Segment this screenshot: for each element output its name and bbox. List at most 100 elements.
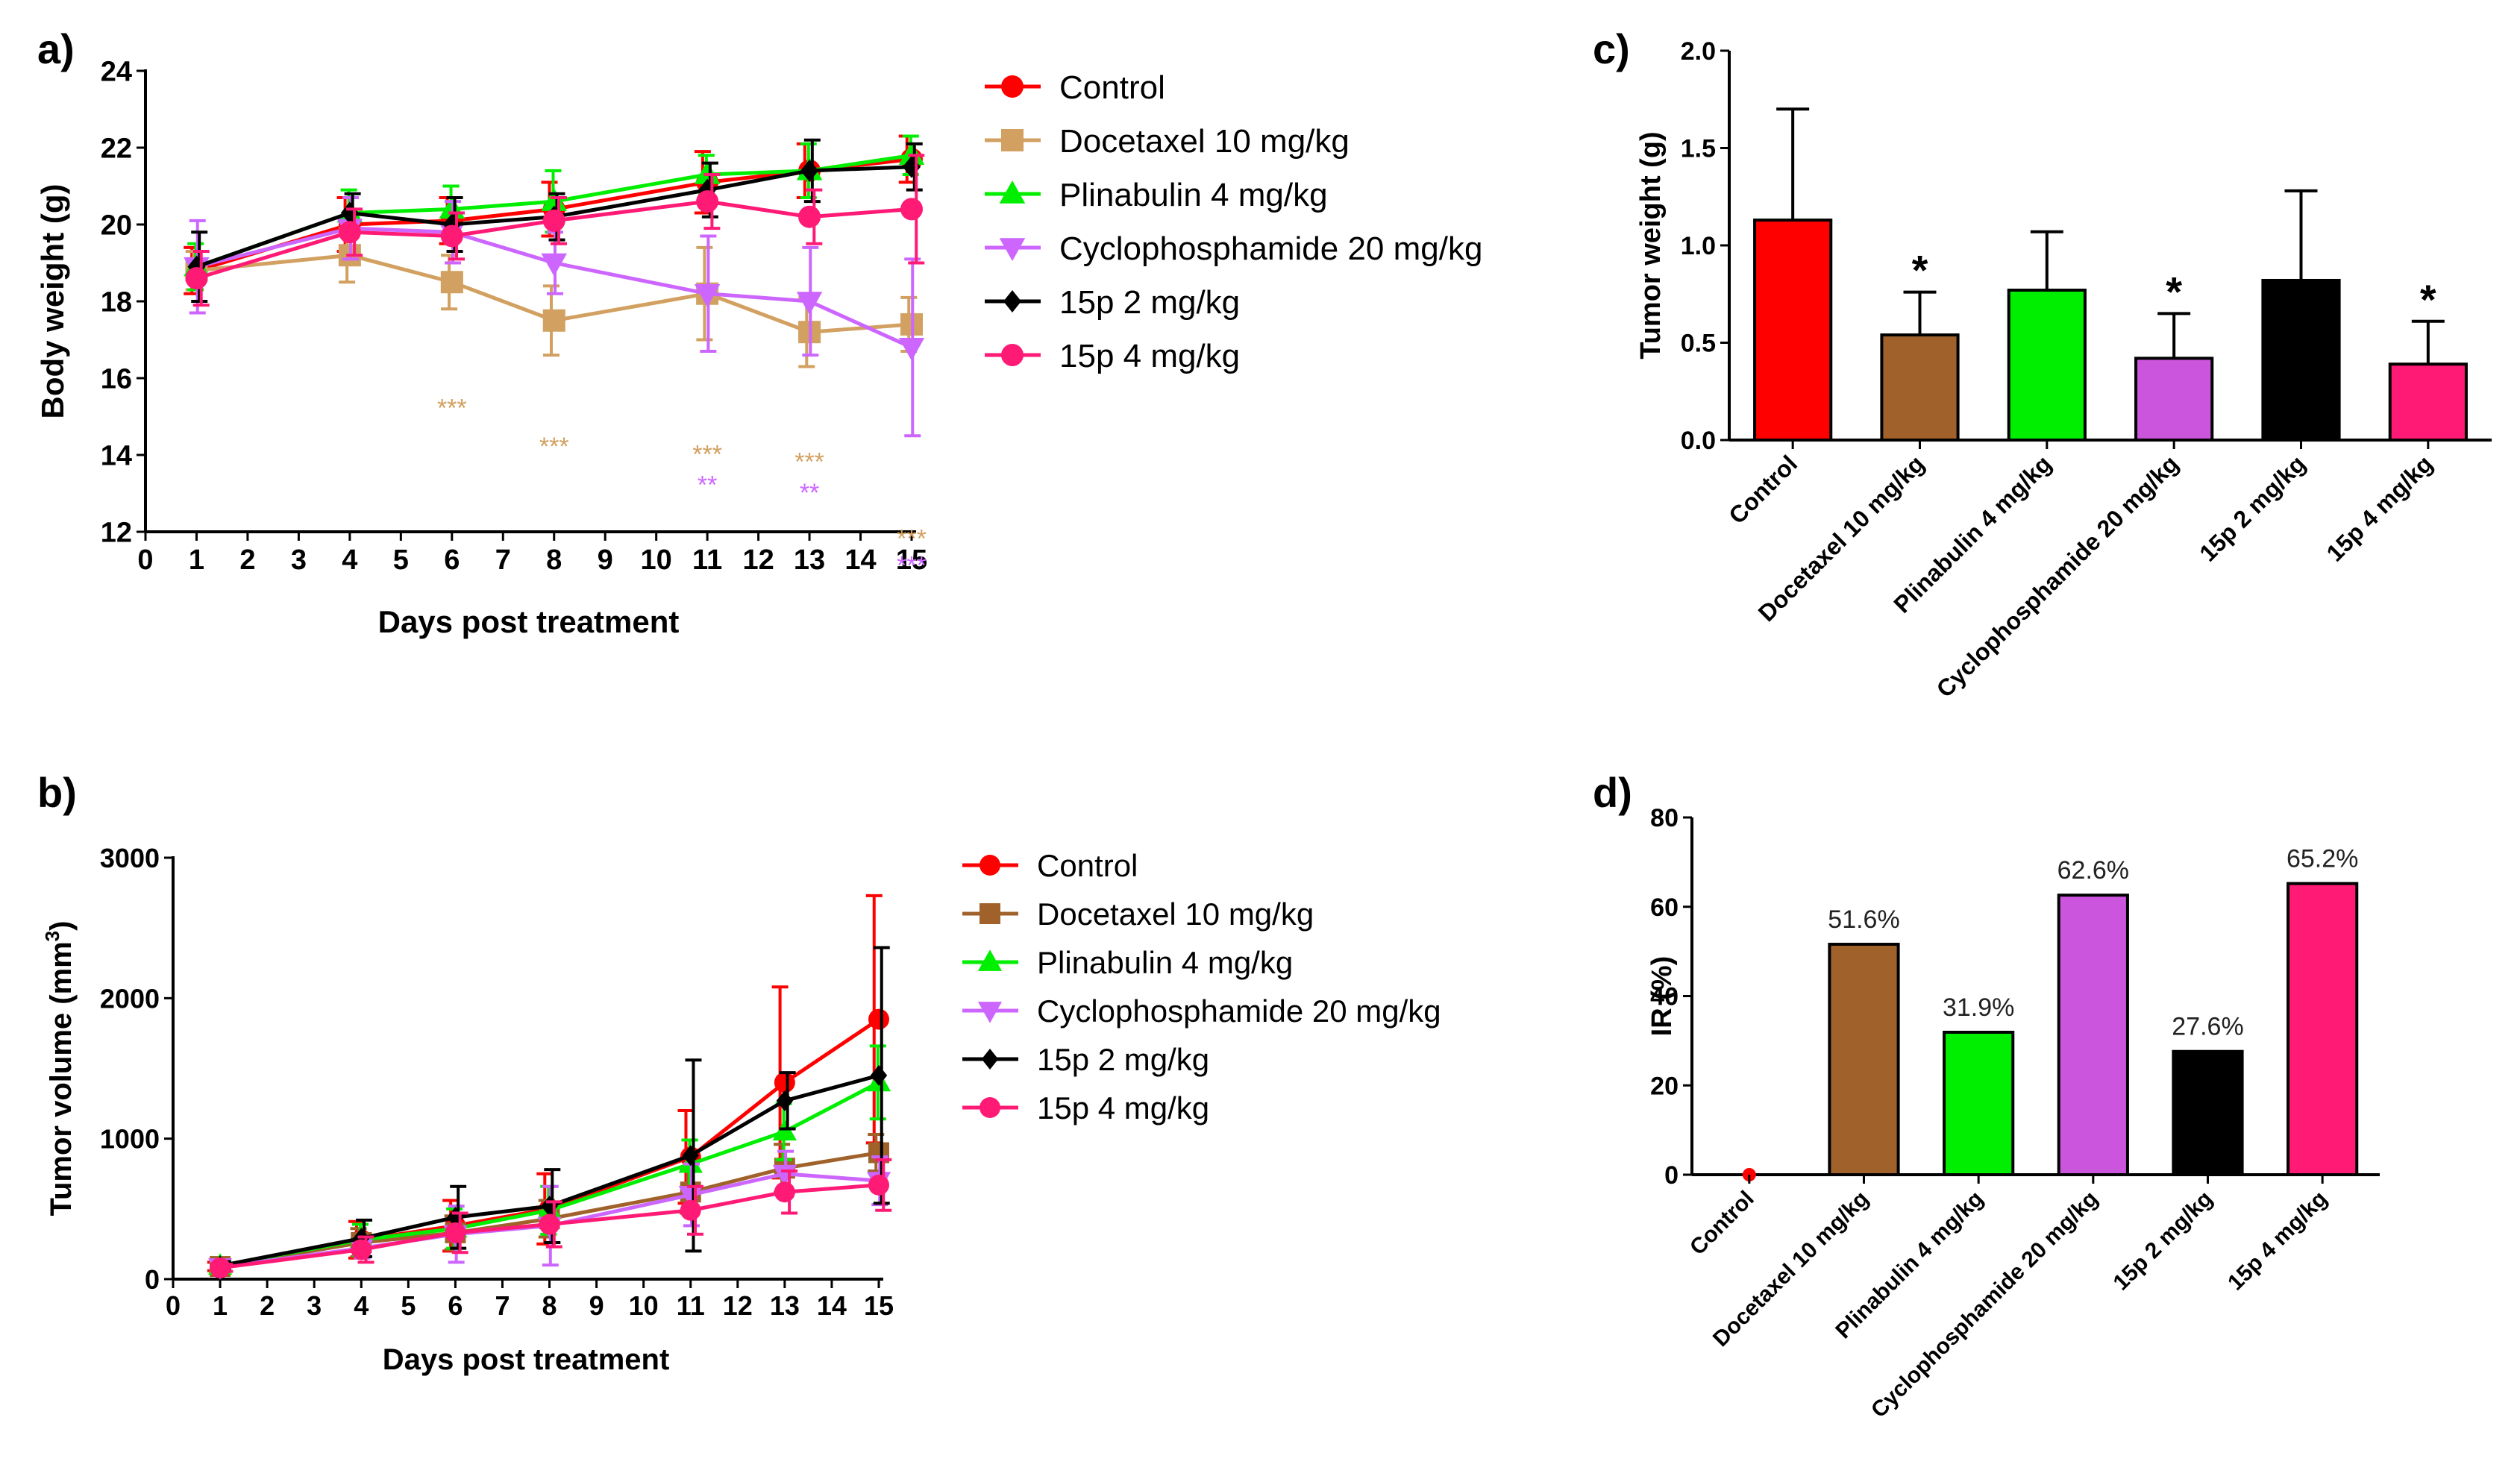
data-point: [798, 206, 821, 228]
y-tick-label: 1.5: [1681, 135, 1716, 163]
x-tick-label: 11: [677, 1290, 705, 1321]
x-tick-label: 9: [589, 1290, 604, 1321]
data-point: [441, 271, 463, 293]
data-point: [185, 267, 207, 289]
legend-item-label: 15p 4 mg/kg: [1037, 1090, 1209, 1125]
data-point: [543, 210, 565, 232]
x-tick-label: 7: [495, 1290, 510, 1321]
panel-b-tumor-volume-chart: b)0 1 2 3 4 5 6 7 8 9 10 11 12 13 14 150100020003000Day…: [37, 769, 1441, 1376]
legend-item-label: Control: [1037, 848, 1138, 883]
x-tick-label: 12: [723, 1290, 753, 1321]
legend-swatch-marker: [1000, 180, 1026, 204]
x-tick-label: 8: [546, 544, 562, 576]
data-point: [339, 221, 361, 243]
legend-item-label: Cyclophosphamide 20 mg/kg: [1059, 230, 1482, 267]
x-tick-label: 4: [342, 544, 357, 576]
significance-marker: ***: [539, 433, 569, 461]
bar: [2173, 1052, 2242, 1175]
data-point: [210, 1257, 231, 1278]
legend-item-label: Plinabulin 4 mg/kg: [1037, 945, 1293, 980]
y-tick-label: 22: [101, 134, 132, 165]
legend-item-label: Cyclophosphamide 20 mg/kg: [1037, 993, 1441, 1029]
legend-item-label: Control: [1059, 69, 1165, 106]
data-point: [797, 292, 823, 315]
y-tick-label: 24: [101, 57, 132, 88]
legend: Control Docetaxel 10 mg/kg Plinabulin 4 mg…: [962, 848, 1441, 1125]
legend-swatch-marker: [1001, 129, 1024, 151]
y-axis-title-suffix: ): [45, 921, 78, 931]
y-axis-title: Tumor volume (mm3): [41, 921, 78, 1216]
y-tick-label: 0: [1664, 1161, 1679, 1190]
legend: Control Docetaxel 10 mg/kg Plinabulin 4 mg…: [985, 69, 1482, 374]
y-tick-label: 0: [145, 1264, 160, 1295]
bar: [1755, 220, 1831, 440]
legend-item-label: 15p 2 mg/kg: [1059, 284, 1240, 321]
x-tick-label: 3: [307, 1290, 322, 1321]
y-tick-label: 14: [101, 441, 132, 472]
y-axis-title-text: Body weight (g): [35, 184, 70, 419]
bar-value-label: 65.2%: [2287, 845, 2358, 873]
category-label: 15p 4 mg/kg: [2322, 450, 2438, 566]
legend-item-label: 15p 4 mg/kg: [1059, 338, 1240, 374]
x-tick-label: 2: [260, 1290, 275, 1321]
bar: [2390, 364, 2466, 440]
panel-label: b): [37, 769, 77, 816]
y-tick-label: 1.0: [1681, 232, 1716, 260]
y-tick-label: 1000: [100, 1124, 160, 1155]
y-tick-label: 0.0: [1681, 427, 1716, 455]
legend-swatch-marker: [1003, 290, 1021, 313]
data-point: [868, 1175, 889, 1196]
y-tick-label: 2.0: [1681, 37, 1716, 66]
y-tick-label: 60: [1650, 894, 1679, 922]
panel-label: a): [37, 25, 75, 72]
data-point: [899, 338, 925, 361]
data-point: [351, 1239, 372, 1260]
legend-swatch-marker: [980, 903, 1000, 924]
category-label: 15p 4 mg/kg: [2223, 1187, 2332, 1296]
bar: [2288, 884, 2357, 1175]
data-point: [868, 1009, 889, 1030]
x-tick-label: 0: [137, 544, 153, 576]
legend-swatch-marker: [1000, 238, 1026, 261]
significance-marker: **: [698, 471, 717, 500]
y-axis-title-superscript: 3: [41, 931, 63, 941]
significance-marker: ***: [692, 440, 722, 468]
panel-label: d): [1593, 769, 1632, 816]
legend-swatch-marker: [1001, 75, 1024, 98]
category-label: 15p 2 mg/kg: [2108, 1187, 2217, 1296]
panel-label: c): [1593, 25, 1630, 72]
panel-c-tumor-weight-chart: c) 0.0 0.5 1.0 1.5 2.0 Tumor weight (g) Control…: [1593, 25, 2492, 703]
x-tick-label: 15: [864, 1290, 894, 1321]
y-tick-label: 20: [1650, 1072, 1679, 1100]
figure: a)0 1 2 3 4 5 6 7 8 9 10 11 12 13 14 1512141618202224Da…: [0, 0, 2520, 1482]
legend-item-label: 15p 2 mg/kg: [1037, 1042, 1209, 1077]
bar: [1881, 335, 1958, 440]
significance-marker: *: [2166, 268, 2182, 315]
significance-marker: ***: [897, 525, 927, 553]
bar: [1829, 944, 1898, 1175]
data-point: [441, 225, 463, 247]
significance-marker: **: [800, 479, 819, 507]
x-tick-label: 13: [770, 1290, 800, 1321]
y-tick-label: 0.5: [1681, 330, 1716, 358]
y-tick-label: 12: [101, 518, 132, 549]
bar-value-label: 27.6%: [2172, 1013, 2243, 1041]
significance-marker: ***: [897, 552, 927, 580]
bar: [2059, 895, 2128, 1175]
category-label: 15p 2 mg/kg: [2194, 450, 2310, 566]
legend-item-label: Plinabulin 4 mg/kg: [1059, 177, 1328, 213]
legend-swatch-marker: [980, 855, 1000, 876]
significance-marker: *: [2420, 276, 2436, 323]
bar-value-label: 51.6%: [1828, 905, 1899, 934]
x-tick-label: 5: [401, 1290, 416, 1321]
category-label: Control: [1685, 1187, 1759, 1260]
data-point: [774, 1072, 795, 1093]
legend-item-label: Docetaxel 10 mg/kg: [1037, 897, 1314, 932]
legend-item-label: Docetaxel 10 mg/kg: [1059, 123, 1350, 160]
category-label: Cyclophosphamide 20 mg/kg: [1931, 450, 2184, 703]
x-tick-label: 8: [542, 1290, 557, 1321]
x-tick-label: 6: [448, 1290, 463, 1321]
y-axis-title: Tumor weight (g): [1635, 131, 1667, 359]
bar: [2136, 358, 2212, 440]
x-tick-label: 14: [844, 544, 876, 576]
